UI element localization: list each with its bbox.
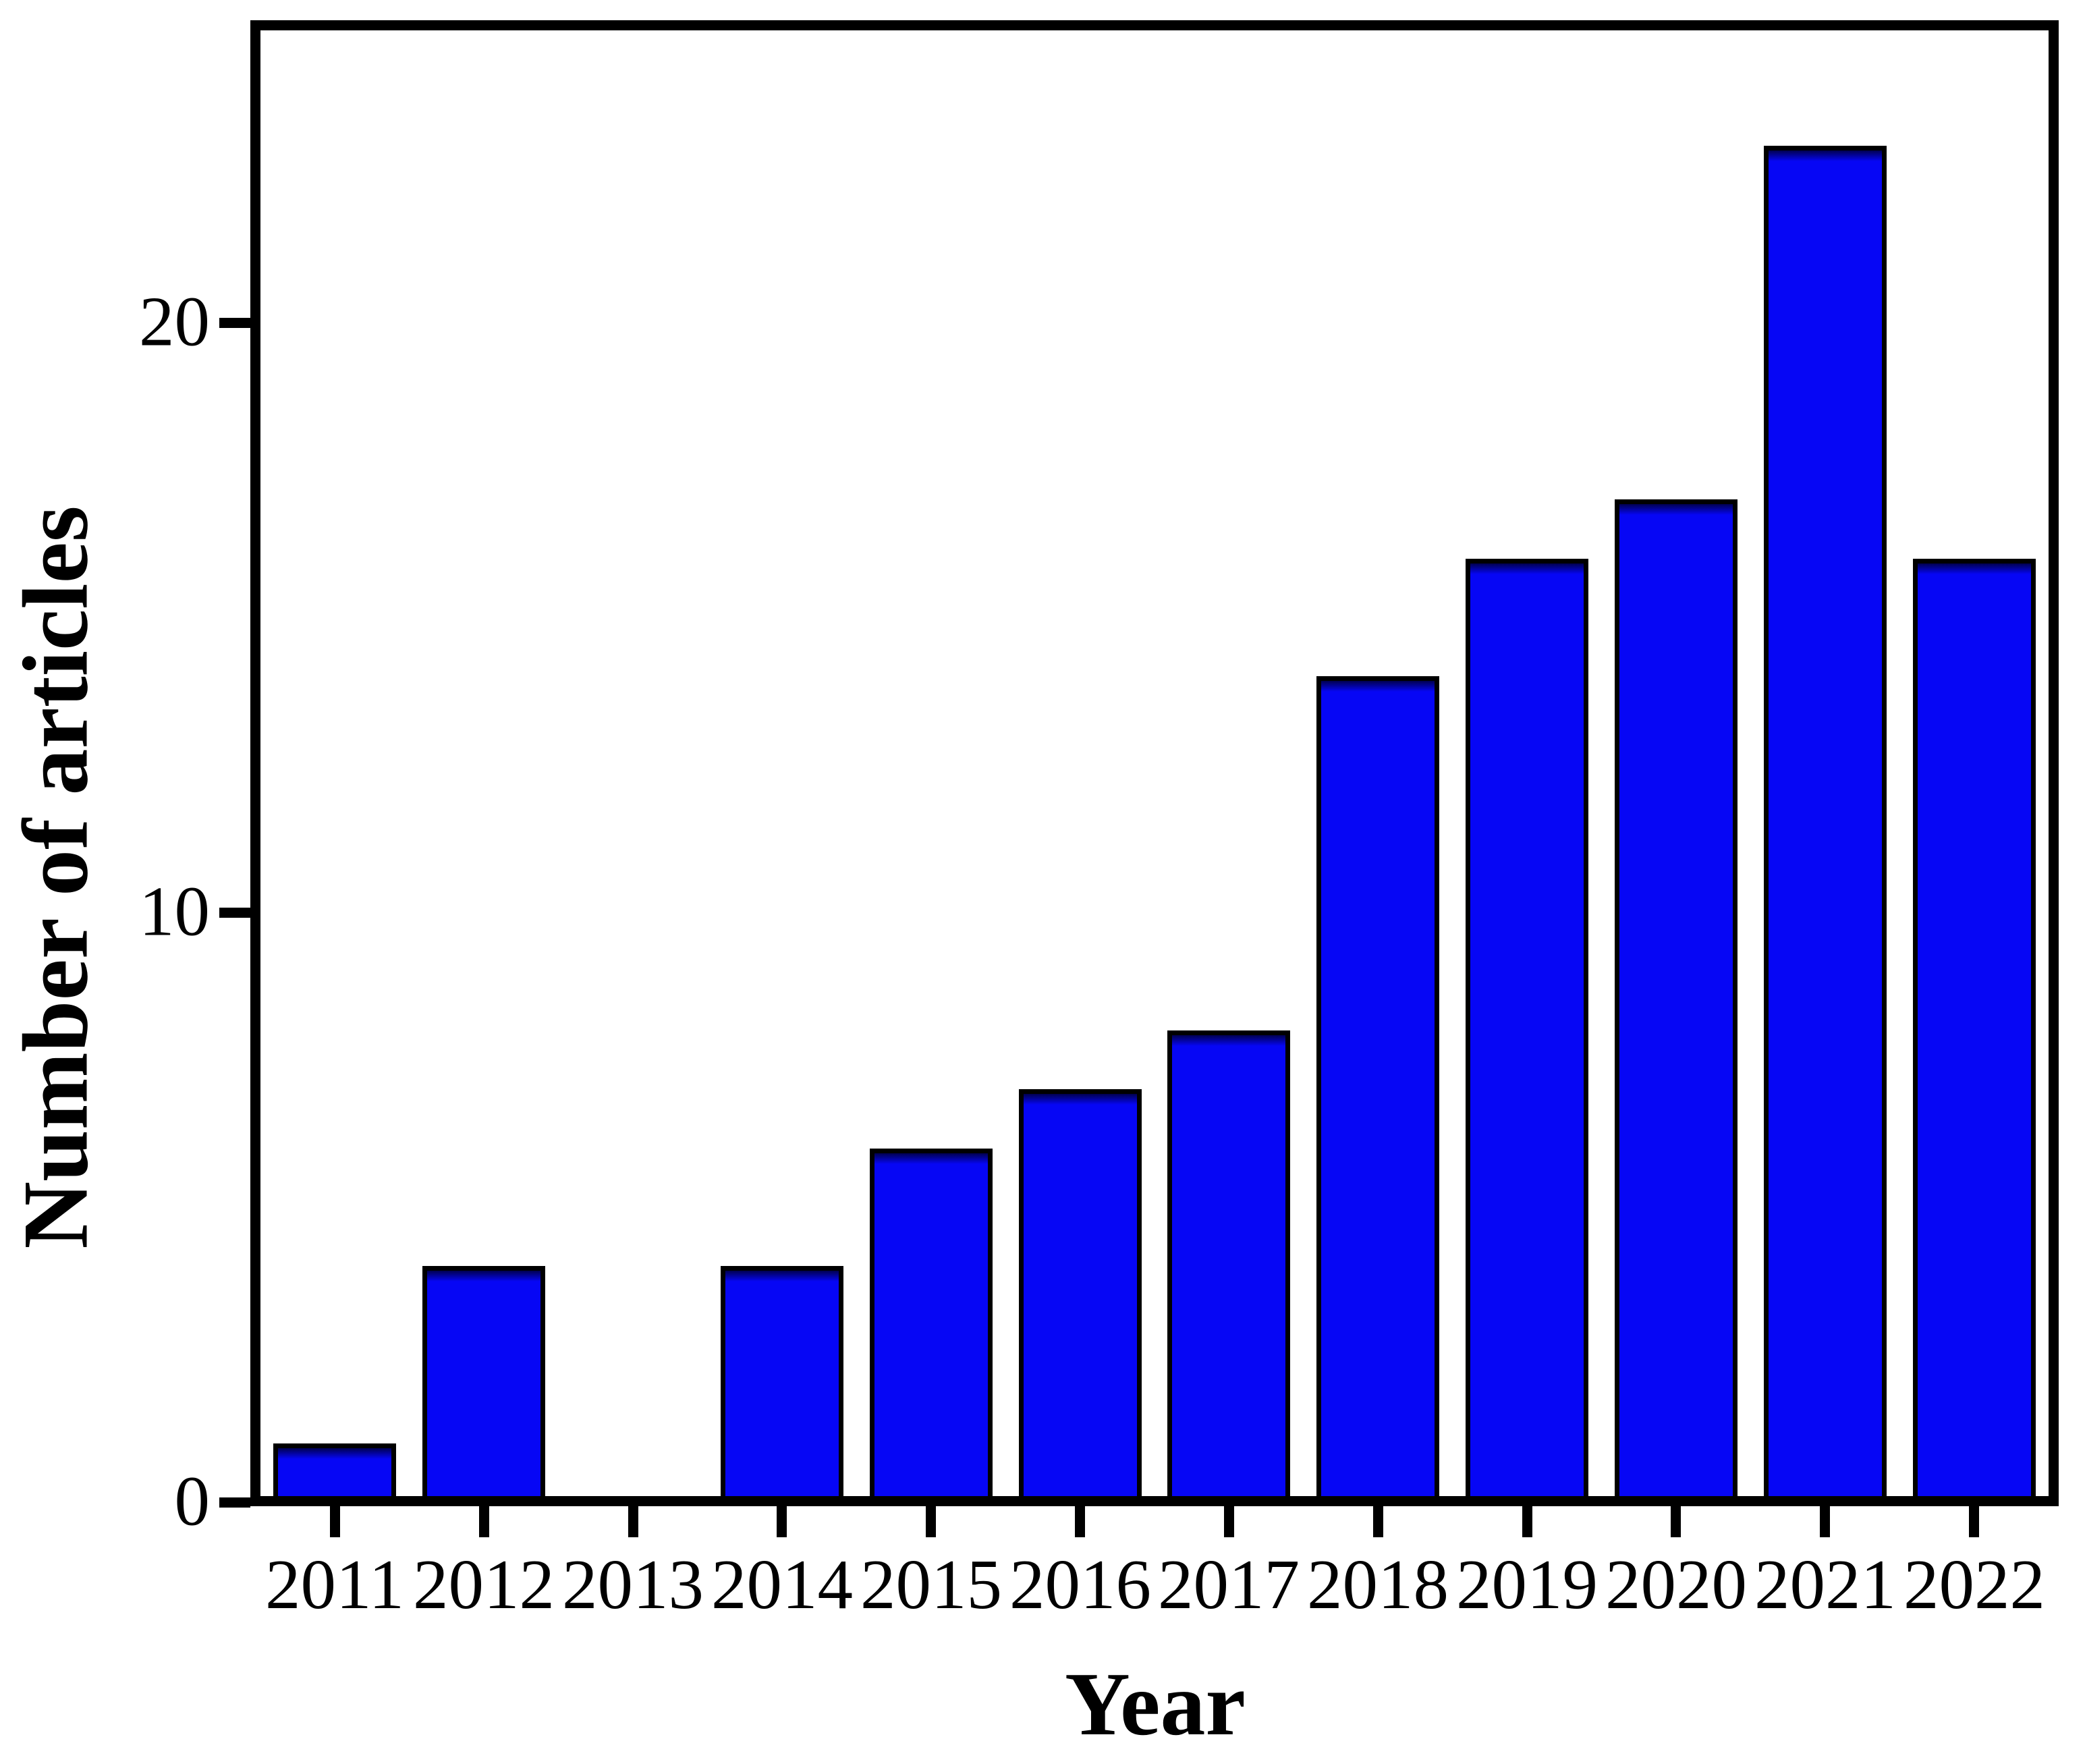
- bar-2015: [870, 1149, 993, 1496]
- x-tick-mark: [1671, 1506, 1681, 1537]
- x-tick-label: 2017: [1158, 1545, 1300, 1624]
- bar-2019: [1466, 559, 1588, 1496]
- x-tick-mark: [1075, 1506, 1085, 1537]
- x-tick-label: 2019: [1456, 1545, 1598, 1624]
- x-tick-label: 2020: [1605, 1545, 1747, 1624]
- x-tick-label: 2013: [562, 1545, 704, 1624]
- x-tick-mark: [926, 1506, 936, 1537]
- x-tick-mark: [628, 1506, 638, 1537]
- bar-2018: [1316, 676, 1439, 1496]
- y-tick-mark: [219, 318, 250, 328]
- x-tick-label: 2012: [413, 1545, 555, 1624]
- bar-2017: [1167, 1030, 1290, 1496]
- x-tick-mark: [1820, 1506, 1830, 1537]
- x-tick-label: 2021: [1754, 1545, 1896, 1624]
- x-tick-label: 2016: [1009, 1545, 1151, 1624]
- x-tick-label: 2022: [1903, 1545, 2045, 1624]
- y-tick-label: 20: [139, 281, 210, 361]
- x-tick-label: 2011: [265, 1545, 405, 1624]
- y-tick-label: 10: [139, 871, 210, 951]
- x-tick-label: 2015: [860, 1545, 1002, 1624]
- x-tick-mark: [777, 1506, 787, 1537]
- bar-2020: [1615, 499, 1738, 1496]
- x-tick-mark: [330, 1506, 340, 1537]
- x-tick-label: 2014: [711, 1545, 853, 1624]
- bar-2011: [273, 1443, 396, 1496]
- bar-2012: [422, 1266, 545, 1496]
- x-tick-mark: [1969, 1506, 1979, 1537]
- bar-2021: [1764, 146, 1887, 1496]
- x-tick-mark: [1522, 1506, 1532, 1537]
- bar-2016: [1019, 1089, 1142, 1496]
- x-tick-label: 2018: [1307, 1545, 1449, 1624]
- bar-2022: [1913, 559, 2036, 1496]
- x-tick-mark: [1373, 1506, 1383, 1537]
- y-tick-mark: [219, 908, 250, 918]
- plot-area: [250, 20, 2059, 1506]
- x-axis-title: Year: [1065, 1654, 1246, 1754]
- x-tick-mark: [1224, 1506, 1234, 1537]
- y-tick-mark: [219, 1497, 250, 1508]
- y-tick-label: 0: [174, 1461, 211, 1541]
- bar-2014: [721, 1266, 843, 1496]
- bars-layer: [260, 30, 2049, 1496]
- x-tick-mark: [479, 1506, 489, 1537]
